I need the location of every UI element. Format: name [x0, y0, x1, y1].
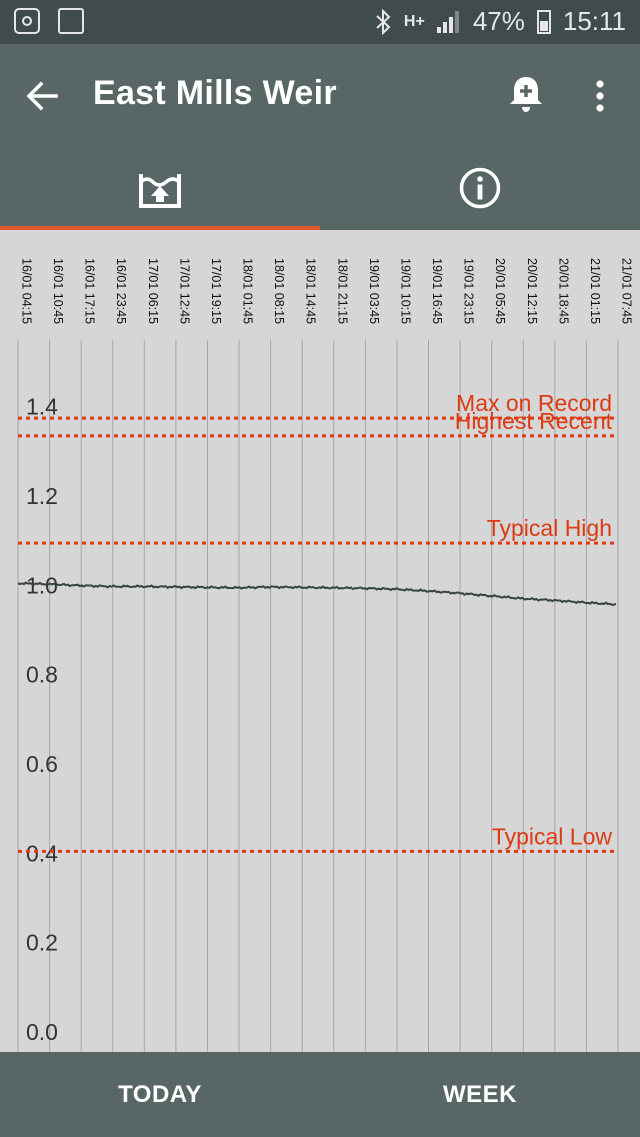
- bottom-nav: TODAY WEEK: [0, 1052, 640, 1137]
- bluetooth-icon: [376, 8, 391, 35]
- threshold-label: Typical Low: [492, 823, 613, 849]
- y-tick-label: 0.4: [26, 840, 58, 866]
- y-tick-label: 1.0: [26, 572, 58, 598]
- chart-svg: 16/01 04:15 16/01 10:45 16/01 17:15 16/01 2…: [17, 258, 634, 1052]
- email-alert-icon: [58, 8, 84, 34]
- instagram-icon: [14, 8, 40, 34]
- threshold-label: Max on Record: [456, 390, 612, 416]
- status-bar-left: [14, 8, 84, 34]
- x-tick-label: 19/01 16:45: [430, 258, 444, 324]
- x-tick-label: 16/01 04:15: [20, 258, 34, 324]
- x-tick-label: 20/01 12:15: [525, 258, 539, 324]
- y-tick-label: 0.6: [26, 751, 58, 777]
- x-tick-label: 21/01 01:15: [588, 258, 602, 324]
- x-tick-label: 21/01 07:45: [620, 258, 634, 324]
- x-tick-label: 18/01 21:15: [335, 258, 349, 324]
- page-title: East Mills Weir: [93, 74, 337, 112]
- battery-icon: [536, 9, 551, 34]
- x-tick-label: 16/01 10:45: [51, 258, 65, 324]
- signal-icon: [436, 10, 461, 33]
- more-vert-icon[interactable]: [588, 76, 612, 116]
- x-tick-label: 19/01 10:15: [398, 258, 412, 324]
- status-bar: H+ 47% 15:11: [0, 0, 640, 44]
- y-tick-label: 1.4: [26, 394, 58, 420]
- tab-level[interactable]: [0, 150, 320, 230]
- x-tick-label: 18/01 01:45: [241, 258, 255, 324]
- arrow-back-icon[interactable]: [24, 78, 60, 114]
- x-tick-label: 20/01 18:45: [556, 258, 570, 324]
- week-button[interactable]: WEEK: [443, 1080, 517, 1108]
- y-tick-label: 0.0: [26, 1019, 58, 1045]
- series-line: [17, 581, 617, 606]
- x-tick-label: 17/01 12:45: [177, 258, 191, 324]
- status-bar-right: H+ 47% 15:11: [374, 6, 626, 37]
- x-tick-label: 16/01 17:15: [83, 258, 97, 324]
- x-tick-label: 20/01 05:45: [493, 258, 507, 324]
- tab-indicator: [0, 226, 320, 230]
- x-tick-label: 18/01 14:45: [304, 258, 318, 324]
- app-bar: East Mills Weir: [0, 44, 640, 230]
- tab-info[interactable]: [320, 150, 640, 230]
- x-tick-label: 17/01 19:15: [209, 258, 223, 324]
- battery-percent: 47%: [472, 6, 525, 36]
- water-level-icon: [139, 174, 181, 208]
- network-type-text: H+: [403, 12, 425, 30]
- clock: 15:11: [562, 6, 626, 36]
- x-tick-label: 19/01 03:45: [367, 258, 381, 324]
- x-tick-label: 17/01 06:15: [146, 258, 160, 324]
- x-tick-label: 16/01 23:45: [114, 258, 128, 324]
- threshold-label: Typical High: [487, 515, 612, 541]
- y-tick-label: 0.2: [26, 930, 58, 956]
- bell-plus-icon[interactable]: [508, 74, 544, 114]
- y-tick-label: 1.2: [26, 483, 58, 509]
- water-level-chart: 16/01 04:15 16/01 10:45 16/01 17:15 16/01 2…: [0, 230, 640, 1052]
- today-button[interactable]: TODAY: [118, 1080, 202, 1108]
- info-icon: [459, 167, 501, 209]
- x-tick-label: 18/01 08:15: [272, 258, 286, 324]
- y-tick-label: 0.8: [26, 662, 58, 688]
- threshold-label: Highest Recent: [455, 408, 613, 434]
- x-tick-label: 19/01 23:15: [462, 258, 476, 324]
